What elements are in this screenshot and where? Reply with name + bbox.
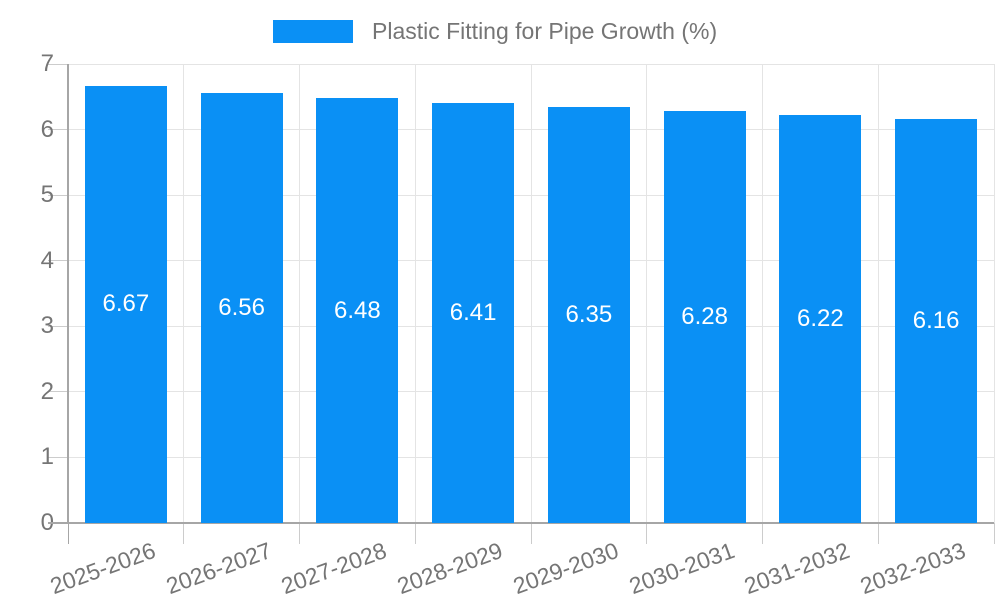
x-gridline [877, 64, 879, 523]
bar[interactable] [663, 111, 746, 523]
bar-value-label: 6.67 [102, 290, 150, 318]
y-axis-tick-label: 3 [40, 312, 54, 340]
bar[interactable] [895, 119, 978, 523]
legend-swatch-icon [273, 20, 353, 43]
bar-value-label: 6.48 [334, 296, 381, 324]
bar-value-label: 6.16 [912, 307, 960, 335]
bar-value-label: 6.56 [218, 293, 265, 321]
x-axis-tick [877, 523, 879, 544]
bar[interactable] [779, 115, 862, 523]
x-axis-tick [646, 523, 648, 544]
y-axis-tick [48, 63, 68, 65]
y-axis-tick-label: 1 [40, 443, 54, 471]
y-axis-tick-label: 4 [40, 246, 54, 274]
y-axis-tick-label: 6 [40, 115, 54, 143]
bar[interactable] [200, 92, 283, 523]
bar-value-label: 6.41 [449, 298, 497, 326]
bar[interactable] [84, 85, 167, 523]
bar[interactable] [547, 106, 630, 523]
y-axis-tick-label: 2 [40, 377, 54, 405]
y-axis-tick [48, 260, 68, 262]
y-axis-tick-label: 7 [40, 50, 54, 77]
x-gridline [183, 64, 185, 523]
bar-value-label: 6.28 [681, 303, 728, 331]
bar[interactable] [432, 102, 515, 523]
x-axis-tick [993, 523, 995, 544]
y-axis-tick [48, 456, 68, 458]
x-gridline [646, 64, 648, 523]
bar[interactable] [316, 98, 399, 523]
x-axis-tick [183, 523, 185, 544]
x-gridline [530, 64, 532, 523]
x-axis-tick [762, 523, 763, 544]
y-axis-line [67, 64, 69, 523]
x-axis-tick [414, 523, 416, 544]
y-axis-tick [48, 129, 68, 131]
y-axis-tick [48, 325, 68, 327]
y-axis-tick [48, 194, 68, 196]
x-axis-tick [67, 523, 69, 544]
x-axis-tick [530, 523, 532, 544]
x-axis-baseline [48, 522, 994, 524]
x-gridline [762, 64, 763, 523]
x-gridline [414, 64, 416, 523]
x-axis-tick [299, 523, 300, 544]
y-axis-tick [48, 391, 68, 393]
bar-value-label: 6.35 [565, 300, 613, 328]
y-axis-tick-label: 0 [40, 509, 54, 536]
x-gridline [299, 64, 300, 523]
bar-value-label: 6.22 [797, 305, 844, 333]
x-gridline [993, 64, 995, 523]
legend: Plastic Fitting for Pipe Growth (%) [273, 20, 717, 43]
y-axis-tick-label: 5 [40, 181, 54, 209]
legend-label: Plastic Fitting for Pipe Growth (%) [372, 18, 718, 44]
